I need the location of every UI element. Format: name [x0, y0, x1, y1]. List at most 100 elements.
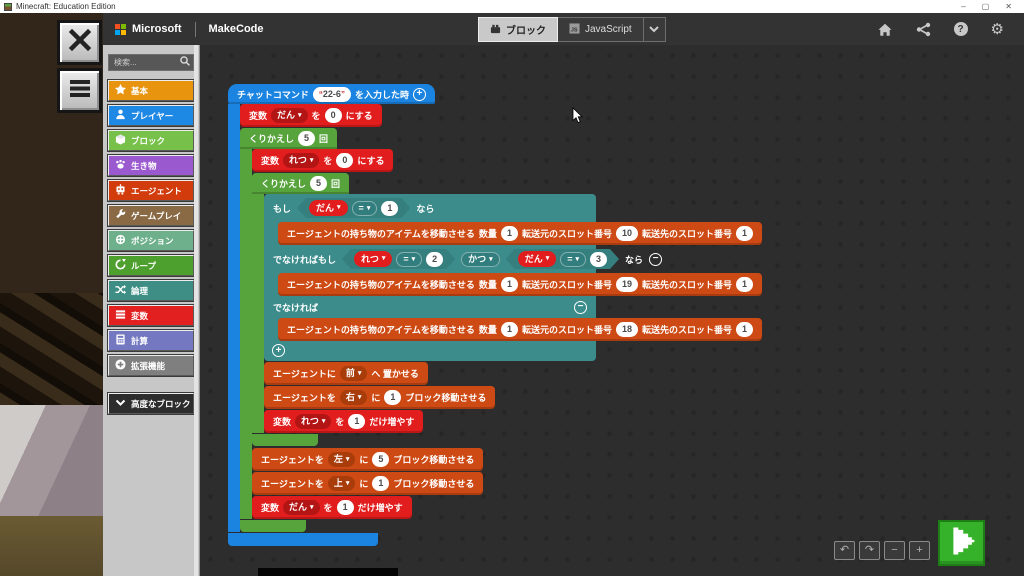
repeat-count-input[interactable]: 5 — [298, 131, 316, 146]
maximize-button[interactable]: ▢ — [981, 2, 990, 11]
repeat-inner-header[interactable]: くりかえし 5 回 — [252, 173, 350, 194]
agent-move-block[interactable]: エージェントを 右 に 1 ブロック移動させる — [264, 386, 496, 409]
agent-transfer-item-block[interactable]: エージェントの持ち物のアイテムを移動させる 数量 1 転送元のスロット番号 10… — [278, 222, 763, 245]
change-variable-retsu-block[interactable]: 変数 れつ を 1 だけ増やす — [264, 410, 424, 433]
add-branch-plus-icon[interactable]: + — [272, 344, 285, 357]
zoom-out-button[interactable]: − — [884, 541, 905, 560]
redo-button[interactable]: ↷ — [859, 541, 880, 560]
value-input[interactable]: 10 — [615, 226, 638, 241]
close-button[interactable]: ✕ — [1005, 2, 1012, 11]
block-label: に — [371, 393, 381, 403]
menu-button[interactable] — [57, 68, 102, 113]
value-input[interactable]: 1 — [500, 226, 518, 241]
operator-dropdown[interactable]: = — [396, 252, 422, 267]
remove-branch-minus-icon[interactable]: − — [649, 252, 663, 266]
agent-place-block[interactable]: エージェントに 前 へ 置かせる — [264, 362, 428, 385]
category-basic[interactable]: 基本 — [107, 79, 195, 102]
value-input[interactable]: 1 — [336, 500, 354, 515]
agent-move-block[interactable]: エージェントを 左 に 5 ブロック移動させる — [252, 448, 484, 471]
category-blocks[interactable]: ブロック — [107, 129, 195, 152]
repeat-inner-footer[interactable] — [252, 434, 318, 446]
value-input[interactable]: 1 — [736, 277, 754, 292]
category-extensions[interactable]: 拡張機能 — [107, 354, 195, 377]
agent-transfer-item-block[interactable]: エージェントの持ち物のアイテムを移動させる 数量 1 転送元のスロット番号 19… — [278, 273, 763, 296]
variable-dropdown[interactable]: だん — [518, 251, 557, 267]
expand-plus-icon[interactable]: + — [412, 87, 426, 101]
comparison-condition[interactable]: だん = 3 — [506, 249, 619, 269]
value-input[interactable]: 18 — [615, 322, 638, 337]
tab-blocks[interactable]: ブロック — [478, 17, 558, 42]
undo-button[interactable]: ↶ — [834, 541, 855, 560]
value-input[interactable]: 1 — [384, 390, 402, 405]
category-loops[interactable]: ループ — [107, 254, 195, 277]
repeat-outer-footer[interactable] — [240, 520, 306, 532]
variable-dropdown[interactable]: だん — [271, 108, 308, 123]
home-button[interactable] — [877, 22, 893, 37]
category-gameplay[interactable]: ゲームプレイ — [107, 204, 195, 227]
if-block[interactable]: もし だん = 1 なら エ — [264, 194, 763, 361]
value-input[interactable]: 1 — [736, 322, 754, 337]
repeat-count-input[interactable]: 5 — [310, 176, 328, 191]
comparison-condition[interactable]: れつ = 2 — [342, 249, 455, 269]
variable-dropdown[interactable]: だん — [283, 500, 320, 515]
category-position[interactable]: ポジション — [107, 229, 195, 252]
agent-transfer-item-block[interactable]: エージェントの持ち物のアイテムを移動させる 数量 1 転送元のスロット番号 18… — [278, 318, 763, 341]
category-logic[interactable]: 論理 — [107, 279, 195, 302]
run-code-button[interactable] — [938, 520, 985, 566]
direction-dropdown[interactable]: 前 — [339, 366, 368, 381]
category-mobs[interactable]: 生き物 — [107, 154, 195, 177]
chat-command-block[interactable]: チャットコマンド 22-6 を入力した時 + — [228, 84, 435, 104]
comparison-condition[interactable]: だん = 1 — [297, 198, 410, 218]
set-variable-retsu-block[interactable]: 変数 れつ を 0 にする — [252, 149, 394, 172]
value-input[interactable]: 1 — [500, 322, 518, 337]
category-player[interactable]: プレイヤー — [107, 104, 195, 127]
value-input[interactable]: 1 — [381, 201, 398, 216]
direction-dropdown[interactable]: 上 — [327, 476, 356, 491]
value-input[interactable]: 2 — [426, 252, 443, 267]
chat-command-value[interactable]: 22-6 — [312, 86, 351, 102]
category-agent[interactable]: エージェント — [107, 179, 195, 202]
value-input[interactable]: 1 — [348, 414, 366, 429]
variable-dropdown[interactable]: れつ — [283, 153, 320, 168]
and-or-dropdown[interactable]: かつ — [461, 251, 500, 267]
search-input[interactable] — [108, 54, 194, 71]
value-input[interactable]: 0 — [336, 153, 354, 168]
remove-branch-minus-icon[interactable]: − — [574, 300, 587, 314]
settings-button[interactable]: ⚙ — [991, 22, 1004, 37]
editor-dropdown-button[interactable] — [643, 17, 666, 42]
event-footer[interactable] — [228, 533, 378, 546]
change-variable-dan-block[interactable]: 変数 だん を 1 だけ増やす — [252, 496, 412, 519]
tab-javascript[interactable]: JS JavaScript — [558, 17, 644, 42]
block-label: 転送先のスロット番号 — [641, 229, 732, 239]
category-variables[interactable]: 変数 — [107, 304, 195, 327]
value-input[interactable]: 0 — [324, 108, 342, 123]
help-button[interactable]: ? — [953, 22, 968, 36]
share-button[interactable] — [916, 22, 931, 37]
variable-dropdown[interactable]: れつ — [354, 251, 392, 267]
variable-dropdown[interactable]: だん — [309, 200, 348, 216]
advanced-blocks-toggle[interactable]: 高度なブロック — [107, 392, 195, 415]
direction-dropdown[interactable]: 左 — [327, 452, 356, 467]
operator-dropdown[interactable]: = — [352, 201, 378, 216]
category-math[interactable]: 計算 — [107, 329, 195, 352]
minimize-button[interactable]: – — [961, 2, 966, 11]
value-input[interactable]: 19 — [615, 277, 638, 292]
value-input[interactable]: 1 — [736, 226, 754, 241]
variable-dropdown[interactable]: れつ — [295, 414, 332, 429]
direction-dropdown[interactable]: 右 — [339, 390, 368, 405]
zoom-in-button[interactable]: + — [909, 541, 930, 560]
block-label: エージェントの持ち物のアイテムを移動させる — [287, 325, 475, 335]
crossed-swords-button[interactable] — [57, 20, 102, 65]
agent-move-block[interactable]: エージェントを 上 に 1 ブロック移動させる — [252, 472, 484, 495]
value-input[interactable]: 3 — [590, 252, 607, 267]
blocks-workspace[interactable]: チャットコマンド 22-6 を入力した時 + 変数 だん を 0 にする くりか… — [200, 45, 1024, 576]
value-input[interactable]: 5 — [372, 452, 390, 467]
repeat-outer-block[interactable]: くりかえし 5 回 変数 れつ を 0 にする — [240, 128, 763, 532]
value-input[interactable]: 1 — [500, 277, 518, 292]
operator-dropdown[interactable]: = — [560, 252, 586, 267]
repeat-inner-block[interactable]: くりかえし 5 回 もし だん — [252, 173, 763, 446]
block-label: にする — [357, 156, 385, 166]
set-variable-dan-block[interactable]: 変数 だん を 0 にする — [240, 104, 382, 127]
value-input[interactable]: 1 — [372, 476, 390, 491]
repeat-outer-header[interactable]: くりかえし 5 回 — [240, 128, 338, 149]
